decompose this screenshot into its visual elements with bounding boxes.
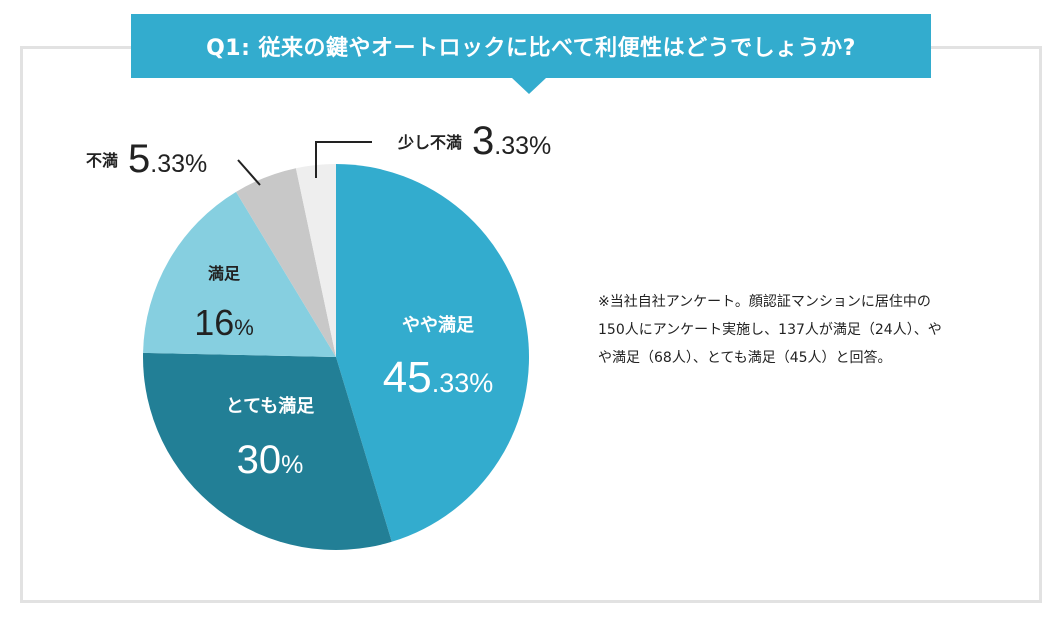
pie-slice-sukoshi-fuman (295, 164, 336, 357)
pie-slice-yaya-manzoku (336, 164, 530, 542)
slice-label-manzoku: 満足 (208, 264, 241, 283)
slice-value-sukoshi-fuman: 3.33% (472, 119, 551, 163)
slice-label-fuman: 不満 (86, 151, 118, 170)
leader-line-sukoshi-fuman (315, 141, 372, 178)
leader-line-fuman (237, 159, 261, 186)
banner-pointer-icon (512, 78, 546, 94)
slice-value-manzoku: 16% (194, 302, 254, 343)
slice-label-totemo-manzoku: とても満足 (226, 395, 315, 417)
survey-note: ※当社自社アンケート。顔認証マンションに居住中の150人にアンケート実施し、13… (598, 294, 942, 366)
slice-label-sukoshi-fuman: 少し不満 (397, 133, 462, 152)
pie-slice-fuman (236, 168, 336, 357)
slice-value-yaya-manzoku: 45.33% (383, 353, 494, 402)
slice-value-totemo-manzoku: 30% (237, 438, 304, 482)
pie-slice-totemo-manzoku (142, 352, 392, 551)
slice-label-yaya-manzoku: やや満足 (402, 314, 474, 336)
question-banner: Q1: 従来の鍵やオートロックに比べて利便性はどうでしょうか? (131, 14, 931, 78)
pie-slice-manzoku (143, 191, 336, 357)
slice-value-fuman: 5.33% (128, 137, 207, 181)
question-text: Q1: 従来の鍵やオートロックに比べて利便性はどうでしょうか? (206, 36, 856, 61)
